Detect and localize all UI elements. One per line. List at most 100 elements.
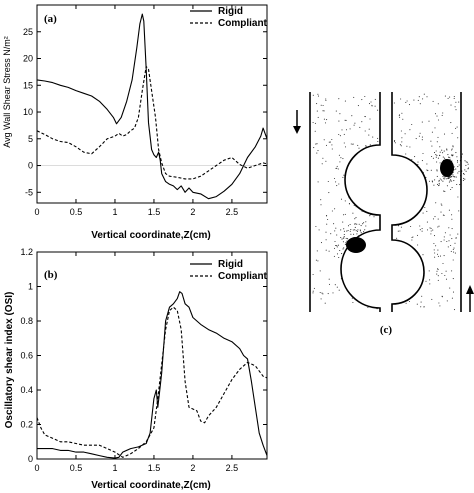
right-vortex-swirl bbox=[442, 176, 444, 178]
right-channel-particle bbox=[423, 306, 425, 308]
right-channel-particle bbox=[400, 226, 402, 228]
left-channel-particle bbox=[353, 124, 355, 126]
legend-label-compliant: Compliant bbox=[218, 271, 268, 282]
right-vortex-swirl bbox=[467, 167, 470, 169]
left-channel-particle bbox=[312, 290, 314, 292]
right-channel-particle bbox=[410, 225, 412, 228]
left-channel-particle bbox=[329, 141, 331, 143]
left-channel-particle bbox=[335, 227, 337, 229]
chart-a-y-tick-label: -5 bbox=[25, 187, 33, 197]
right-channel-particle bbox=[416, 234, 419, 236]
right-channel-particle bbox=[411, 236, 413, 239]
right-vortex-swirl bbox=[441, 149, 443, 151]
right-channel-particle bbox=[431, 145, 433, 147]
right-channel-particle bbox=[420, 301, 422, 303]
right-channel-particle bbox=[453, 251, 455, 253]
right-vortex-swirl bbox=[439, 151, 441, 153]
right-vortex-swirl bbox=[447, 154, 449, 156]
right-channel-particle bbox=[406, 100, 408, 102]
left-channel-particle bbox=[368, 134, 370, 136]
left-channel-particle bbox=[368, 128, 370, 130]
right-vortex-swirl bbox=[426, 169, 428, 171]
right-channel-particle bbox=[408, 300, 411, 303]
left-channel-particle bbox=[334, 284, 336, 286]
right-vortex-swirl bbox=[442, 180, 444, 182]
right-channel-particle bbox=[438, 225, 440, 227]
right-channel-particle bbox=[455, 101, 457, 103]
right-channel-particle bbox=[405, 153, 407, 155]
right-channel-particle bbox=[448, 209, 450, 211]
left-channel-particle bbox=[320, 104, 322, 106]
right-vortex-swirl bbox=[439, 162, 441, 164]
right-channel-particle bbox=[451, 214, 453, 216]
left-channel-particle bbox=[355, 230, 357, 232]
right-channel-particle bbox=[442, 262, 444, 265]
left-channel-particle bbox=[317, 93, 319, 95]
left-channel-particle bbox=[325, 160, 327, 162]
right-channel-particle bbox=[452, 146, 454, 148]
right-channel-particle bbox=[428, 180, 431, 182]
left-channel-particle bbox=[367, 306, 369, 309]
right-channel-particle bbox=[402, 118, 404, 120]
right-channel-particle bbox=[428, 120, 430, 122]
left-vortex-swirl bbox=[357, 229, 359, 231]
right-channel-particle bbox=[430, 140, 432, 142]
left-channel-particle bbox=[356, 230, 359, 232]
left-vortex-swirl bbox=[342, 241, 344, 243]
left-channel-particle bbox=[312, 273, 314, 276]
right-channel-particle bbox=[401, 137, 403, 139]
left-vortex-swirl bbox=[343, 233, 345, 236]
chart-b-x-tick-label: 2.5 bbox=[226, 463, 239, 473]
left-vortex-swirl bbox=[359, 229, 361, 231]
right-channel-particle bbox=[400, 98, 402, 100]
left-channel-particle bbox=[324, 122, 327, 124]
right-channel-particle bbox=[439, 305, 441, 307]
left-channel-particle bbox=[357, 144, 359, 146]
right-channel-particle bbox=[454, 242, 456, 244]
right-channel-particle bbox=[418, 96, 420, 98]
right-channel-particle bbox=[401, 112, 403, 114]
right-channel-particle bbox=[435, 150, 437, 152]
left-vortex-swirl bbox=[344, 244, 346, 246]
right-channel-particle bbox=[422, 152, 424, 155]
left-channel-particle bbox=[325, 144, 328, 146]
right-channel-particle bbox=[452, 248, 454, 251]
left-channel-particle bbox=[313, 287, 315, 289]
left-channel-particle bbox=[319, 291, 321, 294]
left-channel-particle bbox=[334, 240, 336, 243]
left-channel-particle bbox=[369, 118, 371, 120]
left-vortex-swirl bbox=[341, 253, 343, 255]
chart-a-y-tick-label: 20 bbox=[23, 54, 33, 64]
chart-b-x-tick-label: 2 bbox=[190, 463, 195, 473]
left-channel-particle bbox=[352, 212, 354, 214]
right-channel-particle bbox=[430, 227, 432, 229]
right-channel-particle bbox=[437, 269, 439, 271]
right-vortex-swirl bbox=[459, 184, 461, 186]
right-vortex-swirl bbox=[444, 176, 446, 178]
left-vortex-swirl bbox=[336, 253, 339, 255]
chart-b-x-tick-label: 1 bbox=[112, 463, 117, 473]
right-channel-particle bbox=[409, 129, 411, 131]
right-channel-particle bbox=[458, 101, 460, 103]
right-channel-particle bbox=[435, 154, 437, 156]
diagram-panel-label: (c) bbox=[380, 324, 393, 336]
right-channel-particle bbox=[414, 156, 416, 158]
left-channel-particle bbox=[316, 143, 318, 145]
right-vortex-swirl bbox=[465, 170, 467, 172]
right-vortex-swirl bbox=[464, 169, 466, 171]
right-channel-particle bbox=[408, 104, 411, 106]
right-vortex-swirl bbox=[430, 169, 432, 171]
right-channel-particle bbox=[451, 228, 453, 230]
left-channel-particle bbox=[314, 130, 316, 132]
right-channel-particle bbox=[452, 291, 455, 293]
left-channel-particle bbox=[333, 247, 336, 249]
right-vortex-swirl bbox=[444, 190, 446, 192]
right-vortex-swirl bbox=[432, 157, 434, 159]
right-channel-particle bbox=[438, 302, 440, 304]
left-channel-particle bbox=[341, 129, 343, 131]
right-channel-particle bbox=[453, 247, 455, 249]
right-channel-particle bbox=[412, 236, 414, 238]
right-channel-particle bbox=[437, 136, 439, 138]
left-channel-particle bbox=[316, 103, 318, 105]
